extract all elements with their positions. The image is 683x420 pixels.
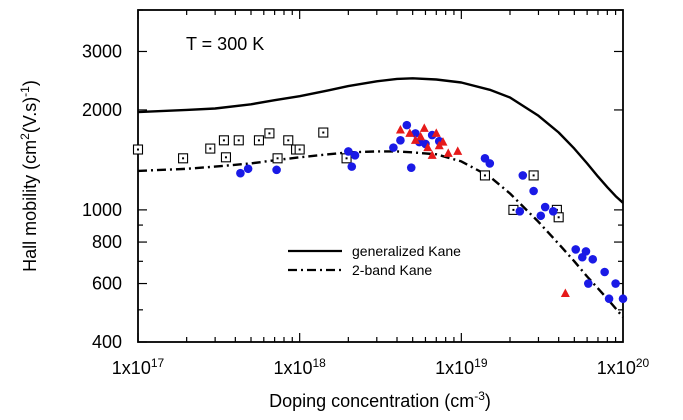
data-point-filled-circle bbox=[611, 279, 620, 288]
legend: generalized Kane 2-band Kane bbox=[288, 243, 461, 278]
data-point-filled-circle bbox=[529, 186, 538, 196]
data-point-open-square-center bbox=[137, 148, 139, 151]
data-point-filled-circle bbox=[548, 207, 558, 216]
data-point-filled-triangle bbox=[560, 288, 570, 297]
y-tick-label: 1000 bbox=[82, 200, 122, 220]
x-tick-labels: 1x1017 1x1018 1x1019 1x1020 bbox=[112, 356, 650, 378]
temperature-annotation: T = 300 K bbox=[186, 34, 264, 54]
y-tick-labels: 400 600 800 1000 2000 3000 bbox=[82, 41, 122, 352]
data-point-filled-triangle bbox=[416, 131, 426, 141]
y-tick-label: 600 bbox=[92, 274, 122, 294]
data-point-filled-circle bbox=[402, 120, 412, 130]
plot-frame bbox=[137, 9, 624, 343]
data-point-filled-circle bbox=[236, 168, 245, 178]
data-point-filled-triangle bbox=[423, 142, 433, 152]
data-point-filled-circle bbox=[571, 245, 581, 254]
data-point-filled-triangle bbox=[438, 137, 448, 146]
data-point-open-square-center bbox=[237, 139, 240, 142]
y-axis-title-main: Hall mobility (cm bbox=[20, 140, 40, 272]
data-point-filled-triangle bbox=[410, 135, 420, 144]
data-point-open-square-center bbox=[209, 147, 212, 150]
data-point-filled-circle bbox=[389, 143, 398, 152]
x-tick-label: 1x1019 bbox=[435, 356, 488, 378]
data-point-filled-circle bbox=[396, 136, 405, 145]
x-axis-title: Doping concentration (cm-3) bbox=[269, 389, 491, 411]
data-point-filled-circle bbox=[604, 294, 614, 304]
data-point-filled-circle bbox=[581, 247, 591, 256]
data-point-filled-circle bbox=[588, 254, 598, 264]
data-point-filled-triangle bbox=[453, 146, 463, 155]
data-point-filled-triangle bbox=[405, 128, 415, 137]
data-point-filled-circle bbox=[536, 211, 546, 221]
data-point-open-square-center bbox=[182, 157, 185, 160]
data-point-filled-circle bbox=[618, 294, 628, 304]
data-point-open-square-center bbox=[557, 216, 560, 219]
tick-marks bbox=[137, 9, 623, 343]
data-point-filled-circle bbox=[518, 171, 528, 180]
data-point-filled-circle bbox=[600, 267, 609, 277]
data-point-open-square-center bbox=[483, 174, 486, 177]
data-point-filled-circle bbox=[515, 207, 525, 216]
data-point-open-square-center bbox=[345, 157, 348, 160]
x-axis-title-close: ) bbox=[485, 391, 491, 411]
x-tick-label: 1x1017 bbox=[112, 356, 165, 378]
y-axis-title-sup1: 2 bbox=[18, 133, 32, 140]
y-axis-title-sup2: -1 bbox=[18, 86, 32, 97]
x-tick-label: 1x1018 bbox=[273, 356, 326, 378]
data-point-filled-triangle bbox=[431, 128, 441, 137]
y-tick-label: 3000 bbox=[82, 41, 122, 61]
data-point-open-square-center bbox=[224, 156, 227, 159]
data-point-open-square-center bbox=[222, 139, 225, 142]
data-point-filled-triangle bbox=[443, 148, 453, 157]
y-axis-title-mid: (V.s) bbox=[20, 97, 40, 133]
x-axis-title-main: Doping concentration (cm bbox=[269, 391, 474, 411]
data-point-open-square-center bbox=[276, 157, 279, 160]
y-tick-label: 2000 bbox=[82, 100, 122, 120]
data-point-filled-circle bbox=[485, 159, 495, 168]
data-point-open-square-center bbox=[322, 131, 325, 134]
data-point-open-square-center bbox=[287, 139, 290, 142]
data-point-open-square-center bbox=[268, 132, 271, 135]
data-point-filled-circle bbox=[540, 202, 550, 212]
data-point-filled-circle bbox=[243, 164, 253, 174]
data-point-filled-circle bbox=[583, 279, 593, 288]
legend-label-generalized-kane: generalized Kane bbox=[352, 243, 461, 259]
y-axis-title-close: ) bbox=[20, 80, 40, 86]
series-line-generalized-kane bbox=[137, 77, 624, 204]
data-point-filled-triangle bbox=[395, 125, 405, 134]
y-tick-label: 400 bbox=[92, 332, 122, 352]
data-point-filled-triangle bbox=[419, 123, 429, 132]
y-tick-label: 800 bbox=[92, 232, 122, 252]
data-point-filled-circle bbox=[344, 147, 353, 156]
data-point-filled-circle bbox=[272, 165, 281, 175]
data-point-open-square-center bbox=[257, 139, 260, 142]
data-point-open-square-center bbox=[298, 148, 301, 151]
data-point-open-square-center bbox=[512, 208, 515, 211]
x-axis-title-sup: -3 bbox=[474, 389, 485, 403]
legend-label-2-band-kane: 2-band Kane bbox=[352, 262, 432, 278]
data-point-filled-triangle bbox=[427, 150, 437, 159]
x-tick-label: 1x1020 bbox=[597, 356, 650, 378]
series-markers bbox=[132, 120, 628, 304]
data-point-filled-circle bbox=[406, 163, 416, 172]
data-point-filled-circle bbox=[350, 151, 360, 160]
data-point-open-square-center bbox=[532, 174, 535, 177]
data-point-filled-circle bbox=[347, 162, 357, 171]
y-axis-title: Hall mobility (cm2(V.s)-1) bbox=[18, 80, 40, 272]
